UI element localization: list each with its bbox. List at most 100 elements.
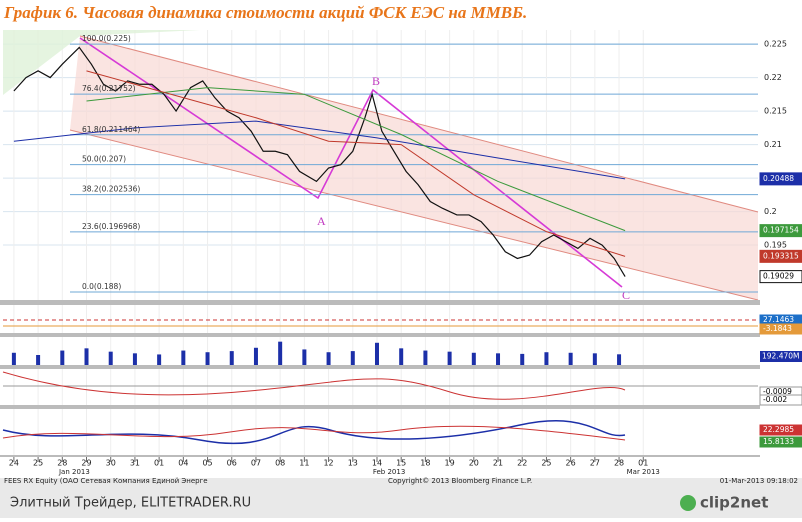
price-label: 0.193315	[763, 251, 799, 260]
logo-icon	[680, 495, 696, 511]
series-line	[13, 120, 626, 180]
channel	[70, 36, 758, 300]
logo: clip2net	[700, 494, 768, 512]
x-tick-label: 06	[227, 459, 237, 468]
annotation: B	[372, 74, 380, 88]
volume-bar	[205, 352, 210, 365]
volume-bar	[84, 348, 89, 365]
price-box	[759, 172, 802, 186]
y-tick-label: 0.225	[764, 40, 787, 49]
dmi-line	[2, 420, 626, 445]
series-line	[86, 87, 626, 232]
x-tick-label: 13	[348, 459, 358, 468]
security: FEES RX Equity (ОАО Сетевая Компания Еди…	[4, 477, 208, 485]
x-tick-label: 12	[323, 459, 333, 468]
x-tick-label: 28	[57, 459, 67, 468]
volume-bar	[157, 354, 162, 365]
fib-label: 0.0(0.188)	[82, 282, 121, 291]
panel-box	[759, 436, 802, 448]
fib-label: 76.4(0.21752)	[82, 84, 136, 93]
footer-bar	[0, 478, 802, 518]
copyright: Copyright© 2013 Bloomberg Finance L.P.	[388, 477, 532, 485]
volume-bar	[399, 348, 404, 365]
x-tick-label: 05	[202, 459, 212, 468]
price-label: 0.20488	[763, 174, 794, 183]
y-tick-label: 0.22	[764, 73, 782, 82]
x-tick-label: 31	[130, 459, 140, 468]
x-tick-label: 08	[275, 459, 285, 468]
x-tick-label: 14	[372, 459, 382, 468]
panel-box	[759, 424, 802, 436]
dmi-line	[2, 425, 626, 441]
annotation: C	[622, 288, 630, 302]
x-tick-label: 01	[638, 459, 648, 468]
panel-label: 15.8133	[763, 437, 794, 446]
x-tick-label: 21	[493, 459, 503, 468]
volume-bar	[350, 351, 355, 365]
volume-bar	[181, 350, 186, 365]
panel-label: 22.2985	[763, 425, 794, 434]
chart-title: График 6. Часовая динамика стоимости акц…	[3, 3, 527, 22]
y-tick-label: 0.21	[764, 140, 782, 149]
panel-label: 27.1463	[763, 315, 794, 324]
price-box	[759, 270, 802, 284]
channel-upper	[79, 35, 759, 213]
x-tick-label: 28	[614, 459, 624, 468]
volume-bar	[326, 352, 331, 365]
x-tick-label: 25	[541, 459, 551, 468]
volume-bar	[60, 350, 65, 365]
abc-pattern	[79, 37, 623, 288]
volume-bar	[544, 352, 549, 365]
price-label: 0.197154	[763, 226, 799, 235]
macd-line	[2, 371, 626, 400]
volume-bar	[423, 350, 428, 365]
panel-box	[759, 323, 802, 335]
volume-bar	[253, 347, 258, 365]
x-tick-label: 26	[566, 459, 576, 468]
price-box	[759, 224, 802, 238]
volume-bar	[471, 352, 476, 365]
volume-label: 192.470M	[762, 352, 800, 361]
fib-label: 23.6(0.196968)	[82, 222, 140, 231]
panel-box	[759, 394, 802, 406]
x-tick-label: 19	[445, 459, 455, 468]
x-tick-label: 29	[81, 459, 91, 468]
series-line	[86, 70, 626, 257]
volume-bar	[302, 349, 307, 365]
separator	[0, 300, 760, 305]
fib-label: 38.2(0.202536)	[82, 185, 140, 194]
volume-bar	[496, 353, 501, 365]
timestamp: 01-Mar-2013 09:18:02	[720, 477, 798, 485]
separator	[0, 455, 760, 457]
volume-bar	[520, 353, 525, 365]
fib-label: 100.0(0.225)	[82, 34, 131, 43]
panel-label: -0.0009	[763, 387, 792, 396]
x-tick-label: 25	[33, 459, 43, 468]
volume-bar	[447, 351, 452, 365]
volume-bar	[617, 354, 622, 365]
price-box	[760, 351, 802, 362]
volume-bar	[11, 352, 16, 365]
volume-bar	[278, 341, 283, 365]
fib-label: 61.8(0.211464)	[82, 125, 140, 134]
x-tick-label: 20	[469, 459, 479, 468]
month-label: Mar 2013	[627, 468, 660, 476]
x-tick-label: 15	[396, 459, 406, 468]
separator	[0, 365, 760, 369]
x-tick-label: 24	[9, 459, 19, 468]
x-tick-label: 18	[420, 459, 430, 468]
volume-bar	[36, 355, 41, 365]
x-tick-label: 11	[299, 459, 309, 468]
month-label: Feb 2013	[373, 468, 405, 476]
source: Элитный Трейдер, ELITETRADER.RU	[10, 496, 251, 511]
channel-lower	[69, 129, 759, 301]
x-tick-label: 01	[154, 459, 164, 468]
y-tick-label: 0.215	[764, 107, 787, 116]
green-channel	[3, 30, 200, 95]
x-tick-label: 04	[178, 459, 188, 468]
x-tick-label: 22	[517, 459, 527, 468]
volume-bar	[592, 353, 597, 365]
volume-bar	[374, 342, 379, 365]
